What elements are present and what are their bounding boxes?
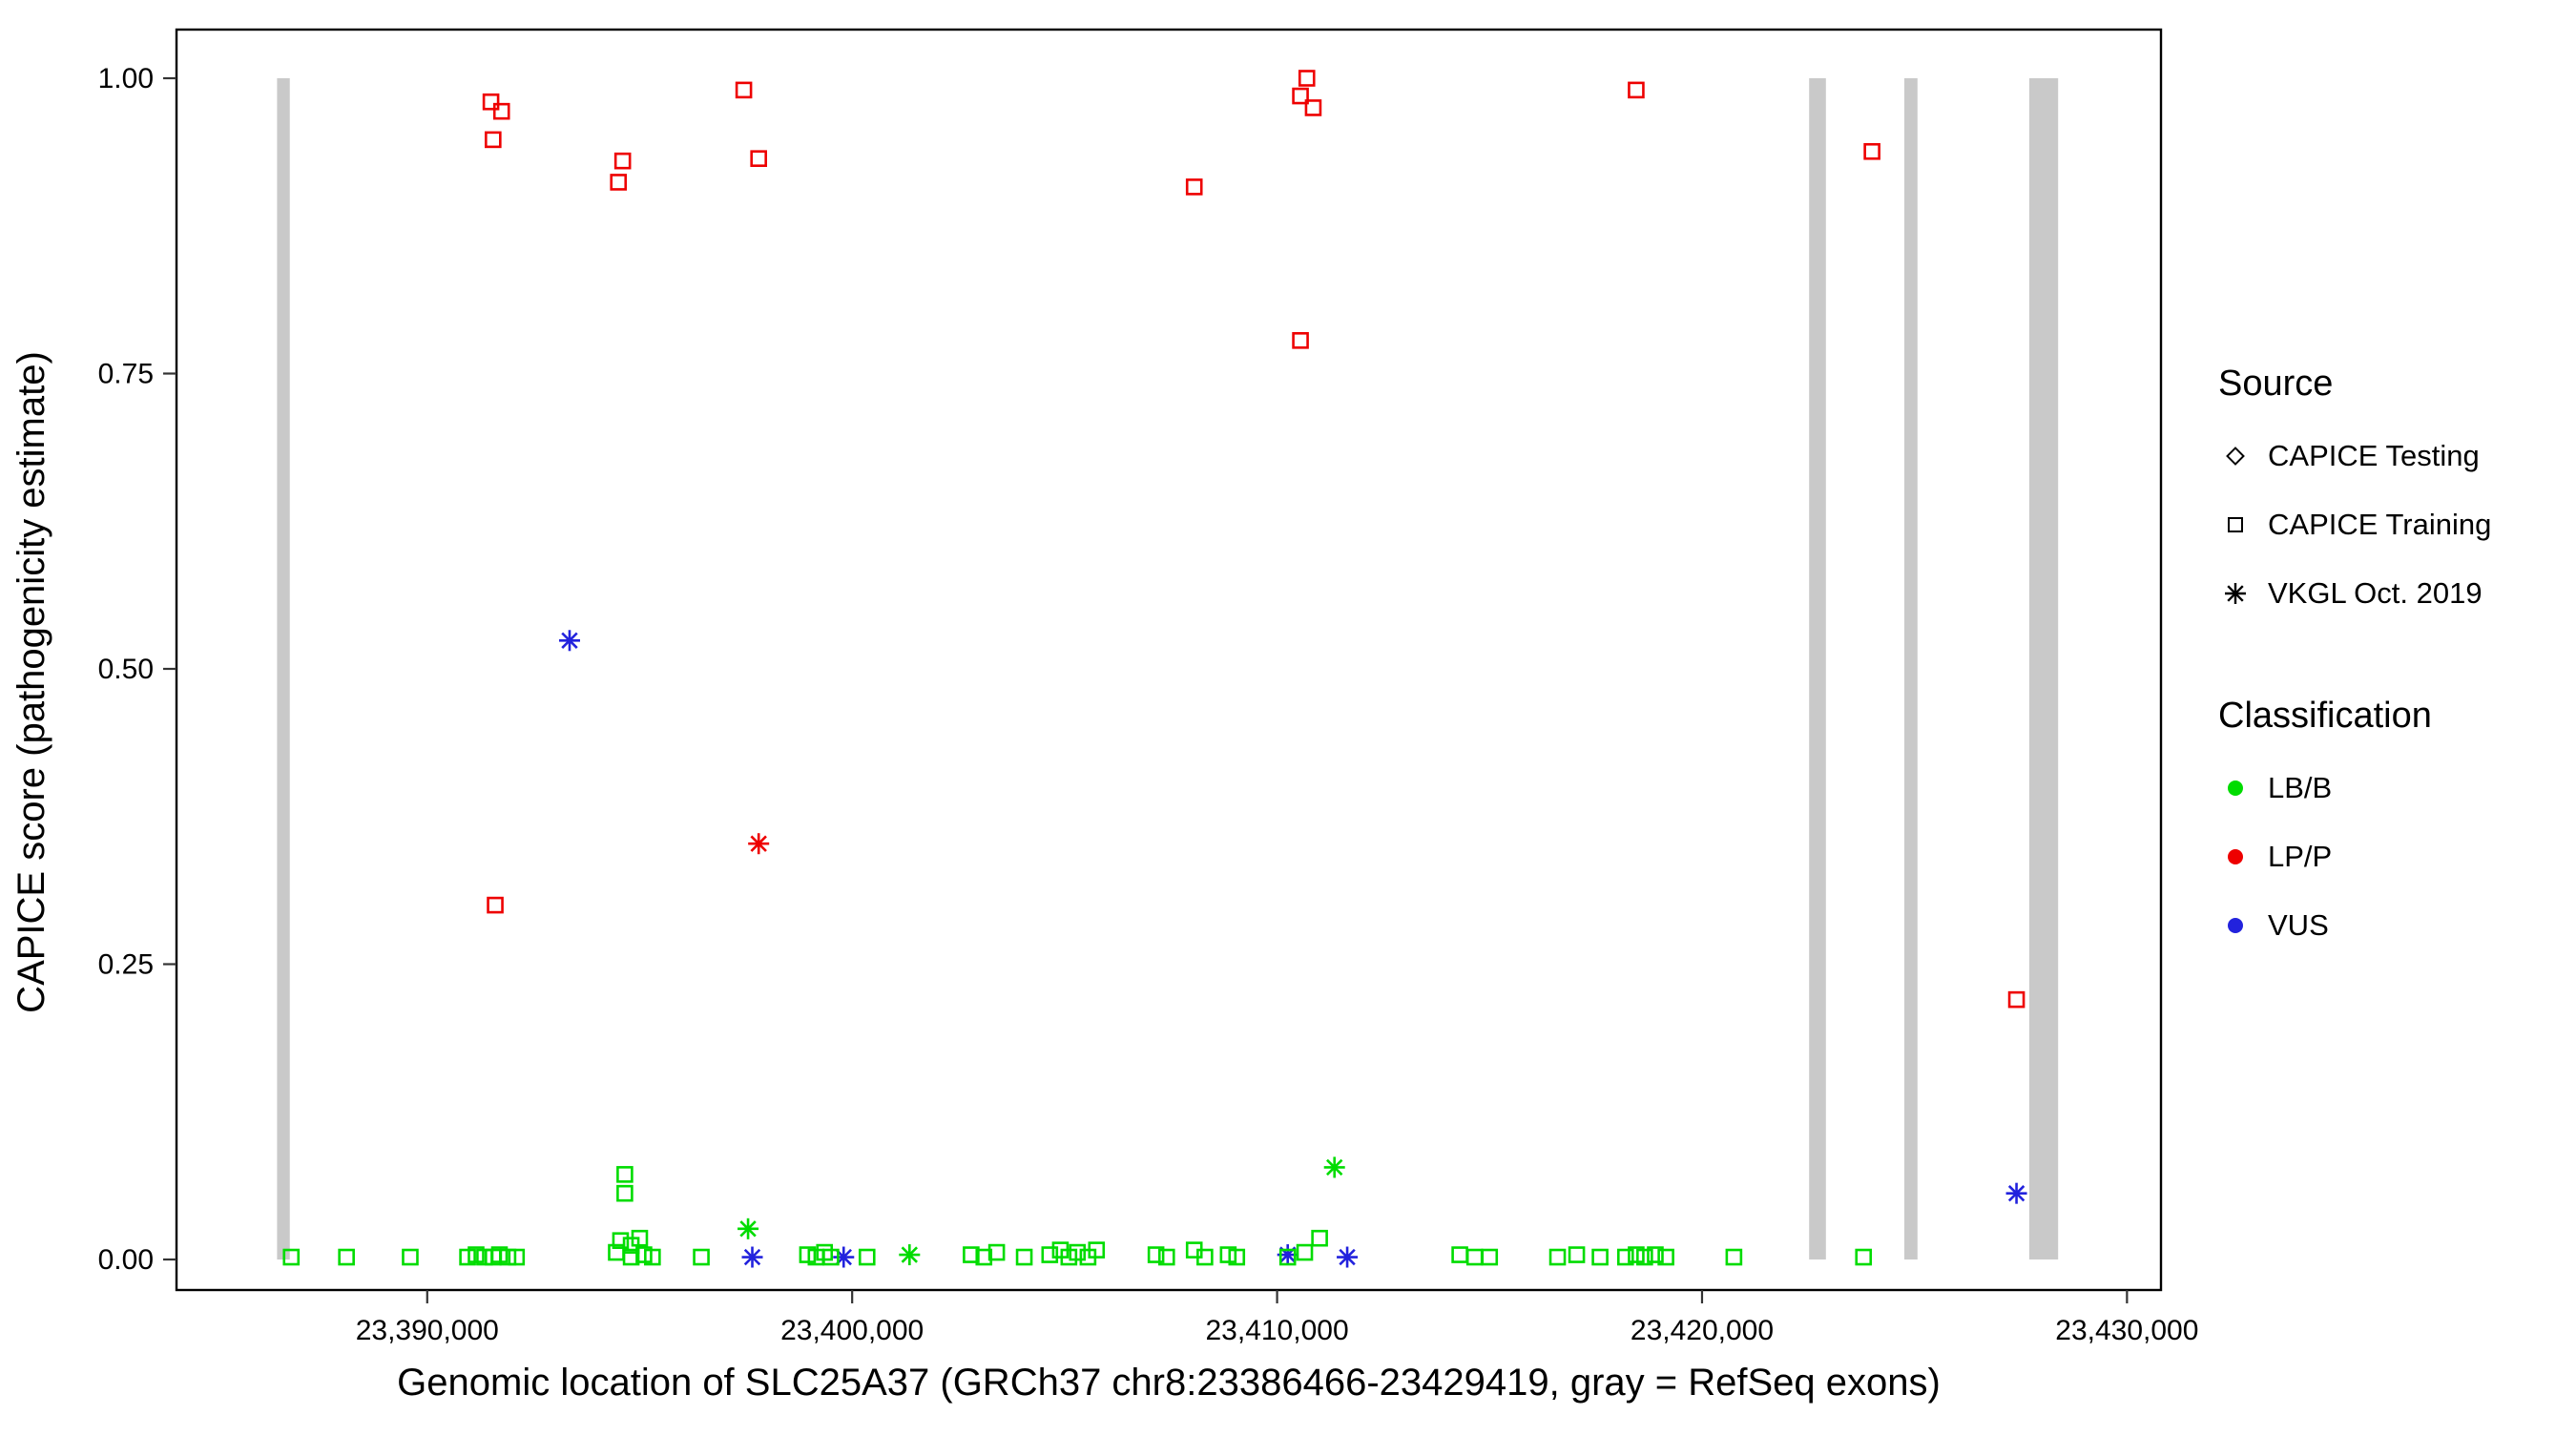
legend-item-capice-training: CAPICE Training — [2218, 490, 2491, 559]
blue-dot-icon — [2228, 918, 2243, 933]
legend-item-vus: VUS — [2218, 891, 2491, 960]
red-dot-icon — [2228, 849, 2243, 864]
svg-text:23,390,000: 23,390,000 — [356, 1315, 499, 1346]
legend-item-label: CAPICE Testing — [2268, 439, 2480, 472]
panel-border — [175, 28, 2163, 1292]
legend-item-lbb: LB/B — [2218, 754, 2491, 822]
svg-text:23,410,000: 23,410,000 — [1205, 1315, 1348, 1346]
legend-source: Source CAPICE Testing CAPICE Training — [2218, 363, 2491, 628]
square-icon — [2228, 517, 2243, 532]
svg-text:1.00: 1.00 — [98, 63, 154, 94]
svg-text:0.50: 0.50 — [98, 654, 154, 685]
legend-classification-title: Classification — [2218, 696, 2432, 736]
axis-ticks: 23,390,000 23,400,000 23,410,000 23,420,000… — [98, 63, 2199, 1346]
diamond-icon — [2226, 447, 2245, 466]
legend-item-label: CAPICE Training — [2268, 508, 2492, 541]
x-axis-title: Genomic location of SLC25A37 (GRCh37 chr… — [397, 1362, 1941, 1404]
svg-text:23,400,000: 23,400,000 — [780, 1315, 924, 1346]
legend-source-title: Source — [2218, 364, 2334, 404]
legend-item-label: VUS — [2268, 908, 2329, 942]
refseq-exon-bars — [277, 78, 2059, 1259]
svg-text:23,430,000: 23,430,000 — [2055, 1315, 2198, 1346]
y-axis-title: CAPICE score (pathogenicity estimate) — [10, 351, 52, 1013]
legend-classification: Classification LB/B LP/P VUS — [2218, 695, 2491, 960]
data-points — [282, 70, 2027, 1268]
svg-text:0.25: 0.25 — [98, 949, 154, 981]
asterisk-icon — [2225, 583, 2246, 604]
legend-item-lpp: LP/P — [2218, 822, 2491, 891]
legend: Source CAPICE Testing CAPICE Training — [2218, 363, 2491, 960]
legend-item-vkgl: VKGL Oct. 2019 — [2218, 559, 2491, 628]
green-dot-icon — [2228, 780, 2243, 796]
svg-text:23,420,000: 23,420,000 — [1631, 1315, 1774, 1346]
legend-item-label: VKGL Oct. 2019 — [2268, 576, 2483, 610]
legend-item-label: LB/B — [2268, 771, 2333, 804]
svg-text:0.75: 0.75 — [98, 359, 154, 390]
legend-item-capice-testing: CAPICE Testing — [2218, 422, 2491, 490]
svg-text:0.00: 0.00 — [98, 1244, 154, 1276]
legend-item-label: LP/P — [2268, 840, 2333, 873]
